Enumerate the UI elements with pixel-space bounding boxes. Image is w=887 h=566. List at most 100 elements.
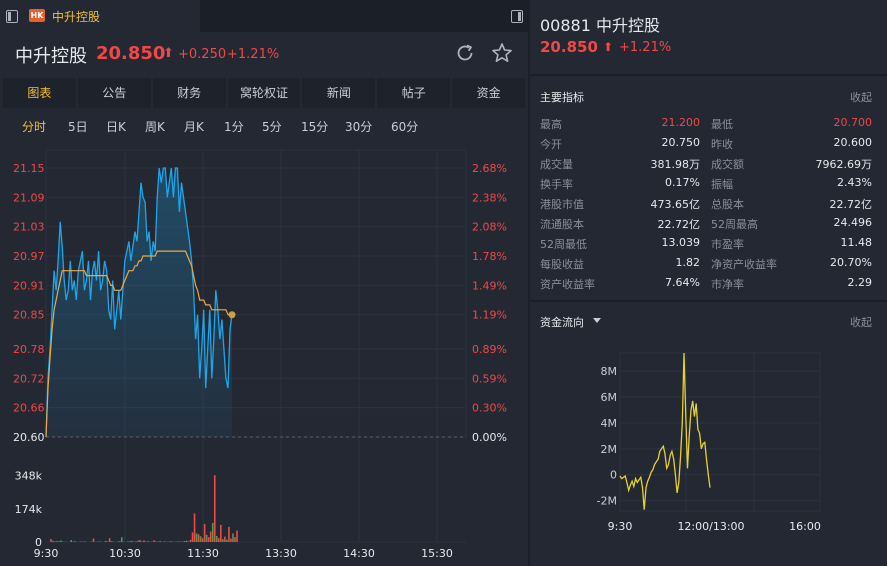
flow-y-tick-label: -2M xyxy=(597,495,617,508)
period-15min[interactable]: 15分 xyxy=(301,120,329,134)
y-tick-label: 20.97 xyxy=(13,250,45,263)
tab-title[interactable]: 中升控股 xyxy=(52,10,101,24)
price-area-fill xyxy=(46,168,232,437)
flow-y-tick-label: 6M xyxy=(601,391,618,404)
metric-value: 1.82 xyxy=(675,256,701,269)
y-tick-label: 21.09 xyxy=(13,191,45,204)
metric-value: 11.48 xyxy=(840,236,873,249)
period-daily-k[interactable]: 日K xyxy=(106,120,126,134)
metric-value: 20.70% xyxy=(830,256,872,269)
y-tick-label: 21.15 xyxy=(13,162,45,175)
metric-value: 21.200 xyxy=(661,116,701,129)
volume-tick-label: 0 xyxy=(35,536,42,549)
favorite-star-icon[interactable] xyxy=(491,42,513,64)
tab-announcements[interactable]: 公告 xyxy=(77,78,151,108)
y-tick-right-label: 1.19% xyxy=(472,309,507,322)
stock-detail-panel: HK 中升控股 中升控股 20.850 ⬆ +0.250 +1.21% 图表 公… xyxy=(0,0,528,566)
metric-label: 市盈率 xyxy=(711,238,744,251)
metric-label: 最高 xyxy=(540,118,562,131)
price-line xyxy=(45,167,233,438)
metric-value: 22.72亿 xyxy=(657,218,701,231)
period-60min[interactable]: 60分 xyxy=(391,120,419,134)
flow-y-tick-label: 2M xyxy=(601,443,618,456)
up-arrow-icon: ⬆ xyxy=(163,46,174,61)
metric-label: 换手率 xyxy=(540,178,573,191)
metric-label: 总股本 xyxy=(711,198,744,211)
fund-flow-dropdown-caret-icon[interactable] xyxy=(593,318,601,323)
metric-label: 最低 xyxy=(711,118,733,131)
tab-posts[interactable]: 帖子 xyxy=(377,78,451,108)
period-intraday[interactable]: 分时 xyxy=(22,120,47,134)
metric-label: 52周最低 xyxy=(540,238,587,251)
y-tick-right-label: 1.78% xyxy=(472,250,507,263)
y-tick-label: 20.66 xyxy=(13,402,45,415)
flow-x-tick-label: 9:30 xyxy=(608,520,633,533)
metric-value: 2.29 xyxy=(847,276,873,289)
metric-label: 净资产收益率 xyxy=(711,258,777,271)
flow-plot-frame xyxy=(619,352,821,512)
metric-value: 473.65亿 xyxy=(650,198,701,211)
fund-flow-line xyxy=(619,352,711,510)
period-monthly-k[interactable]: 月K xyxy=(184,120,204,134)
info-price: 20.850 xyxy=(540,38,598,56)
metric-value: 22.72亿 xyxy=(829,198,873,211)
metric-label: 市净率 xyxy=(711,278,744,291)
refresh-icon[interactable] xyxy=(455,43,475,63)
metric-label: 成交额 xyxy=(711,158,744,171)
volume-tick-label: 174k xyxy=(15,503,43,516)
metrics-collapse-link[interactable]: 收起 xyxy=(850,91,872,104)
y-tick-label: 20.91 xyxy=(13,279,45,292)
tab-chart[interactable]: 图表 xyxy=(3,78,76,108)
y-tick-label: 20.78 xyxy=(13,343,45,356)
volume-tick-label: 348k xyxy=(15,470,43,483)
period-5day[interactable]: 5日 xyxy=(68,120,88,134)
metric-label: 52周最高 xyxy=(711,218,758,231)
right-panel-toggle-icon[interactable] xyxy=(511,10,523,23)
last-price-dot xyxy=(228,311,236,319)
tab-capital[interactable]: 资金 xyxy=(452,78,526,108)
period-1min[interactable]: 1分 xyxy=(224,120,244,134)
y-tick-right-label: 1.49% xyxy=(472,279,507,292)
metric-value: 7.64% xyxy=(665,276,700,289)
divider xyxy=(530,300,887,302)
y-tick-label: 21.03 xyxy=(13,221,45,234)
left-panel-toggle-icon[interactable] xyxy=(6,10,18,23)
metric-label: 资产收益率 xyxy=(540,278,595,291)
y-tick-right-label: 2.08% xyxy=(472,221,507,234)
average-price-line xyxy=(45,250,232,438)
fund-flow-title[interactable]: 资金流向 xyxy=(540,316,584,329)
stock-code-name: 00881 中升控股 xyxy=(540,16,660,35)
fund-flow-chart: 8M 6M 4M 2M 0 -2M 9:30 12:00/13:00 16:00 xyxy=(597,352,821,533)
info-change-percent: +1.21% xyxy=(619,40,672,55)
period-30min[interactable]: 30分 xyxy=(345,120,373,134)
metric-label: 振幅 xyxy=(711,178,733,191)
x-tick-label: 9:30 xyxy=(34,547,59,560)
period-weekly-k[interactable]: 周K xyxy=(145,120,165,134)
x-tick-label: 15:30 xyxy=(421,547,453,560)
metrics-title: 主要指标 xyxy=(540,91,584,104)
metric-value: 0.17% xyxy=(665,176,700,189)
flow-x-tick-label: 16:00 xyxy=(789,520,821,533)
info-up-arrow-icon: ⬆ xyxy=(603,40,614,54)
y-tick-right-label: 2.68% xyxy=(472,162,507,175)
info-panel: 00881 中升控股 20.850 ⬆ +1.21% 主要指标 收起 最高 21.… xyxy=(530,0,887,566)
fund-flow-collapse-link[interactable]: 收起 xyxy=(850,316,872,329)
y-tick-right-label: 0.89% xyxy=(472,343,507,356)
metric-label: 流通股本 xyxy=(540,218,584,231)
period-5min[interactable]: 5分 xyxy=(262,120,282,134)
intraday-chart[interactable]: 21.15 2.68% 21.09 2.38% 21.03 2.08% 20.97 1.78%… xyxy=(0,140,528,566)
metric-label: 成交量 xyxy=(540,158,573,171)
y-tick-right-label: 0.59% xyxy=(472,372,507,385)
main-tabs: 图表 公告 财务 窝轮权证 新闻 帖子 资金 xyxy=(3,78,526,108)
flow-y-tick-label: 8M xyxy=(601,365,618,378)
metric-label: 港股市值 xyxy=(540,198,584,211)
price-change-percent: +1.21% xyxy=(227,47,280,62)
current-price: 20.850 xyxy=(96,43,166,64)
metric-value: 2.43% xyxy=(837,176,872,189)
tab-financials[interactable]: 财务 xyxy=(152,78,226,108)
tab-warrants[interactable]: 窝轮权证 xyxy=(227,78,301,108)
metric-value: 13.039 xyxy=(661,236,701,249)
metric-label: 今开 xyxy=(540,138,562,151)
divider xyxy=(530,74,887,76)
tab-news[interactable]: 新闻 xyxy=(302,78,376,108)
